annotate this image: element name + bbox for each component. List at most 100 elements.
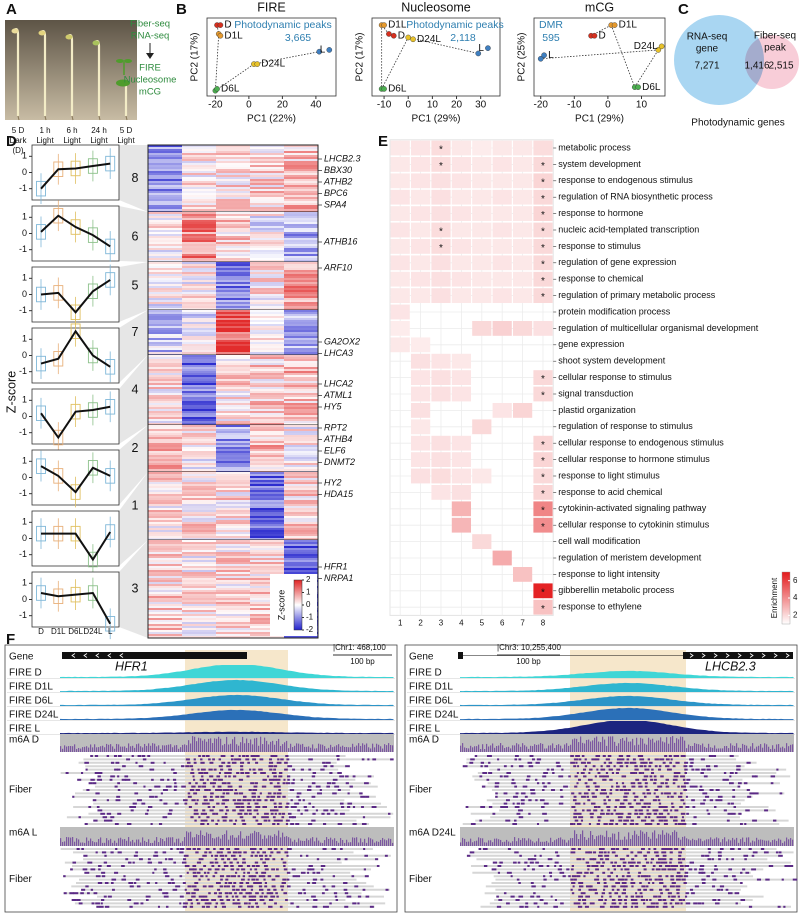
m6a-call: [700, 802, 705, 805]
trajectory: [634, 49, 659, 88]
m6a-call: [561, 768, 564, 771]
heatmap-row: [148, 482, 182, 484]
heatmap-row: [250, 463, 284, 465]
heatmap-row: [284, 212, 318, 214]
m6a-signal: [714, 838, 716, 846]
m6a-call: [627, 812, 632, 815]
m6a-signal: [98, 839, 100, 846]
heatmap-row: [216, 205, 250, 207]
m6a-call: [88, 782, 93, 785]
enrichment-cell: [451, 485, 471, 500]
heatmap-row: [284, 346, 318, 348]
m6a-call: [609, 819, 614, 822]
heatmap-row: [284, 294, 318, 296]
m6a-call: [726, 778, 729, 781]
m6a-call: [681, 848, 685, 850]
m6a-call: [684, 865, 690, 867]
m6a-call: [246, 806, 252, 808]
heatmap-row: [148, 618, 182, 620]
m6a-call: [107, 895, 112, 898]
m6a-call: [196, 799, 199, 802]
m6a-signal: [742, 837, 744, 846]
m6a-call: [189, 789, 195, 791]
heatmap-row: [182, 272, 216, 274]
m6a-signal: [118, 744, 120, 752]
m6a-call: [678, 851, 682, 854]
m6a-call: [639, 758, 645, 761]
m6a-call: [202, 854, 207, 857]
heatmap-row: [182, 145, 216, 147]
m6a-call: [83, 854, 88, 857]
m6a-call: [246, 885, 252, 888]
m6a-call: [627, 789, 631, 791]
m6a-signal: [614, 741, 616, 752]
heatmap-row: [216, 207, 250, 209]
heatmap-row: [216, 276, 250, 278]
m6a-call: [188, 782, 192, 785]
heatmap-row: [250, 302, 284, 304]
m6a-signal: [210, 833, 212, 846]
m6a-call: [740, 899, 746, 901]
heatmap-row: [250, 272, 284, 274]
heatmap-row: [182, 375, 216, 377]
m6a-call: [190, 772, 195, 774]
heatmap-row: [250, 359, 284, 361]
m6a-call: [622, 905, 628, 908]
m6a-call: [585, 785, 590, 788]
m6a-call: [186, 848, 192, 850]
heatmap-row: [284, 506, 318, 508]
heatmap-row: [216, 224, 250, 226]
heatmap-row: [148, 254, 182, 256]
m6a-call: [263, 895, 268, 898]
m6a-call: [230, 865, 234, 867]
m6a-signal: [138, 839, 140, 846]
m6a-call: [533, 892, 536, 895]
box: [70, 484, 81, 500]
m6a-call: [610, 812, 614, 815]
m6a-call: [531, 858, 537, 861]
y-axis-label: PC2 (25%): [517, 33, 528, 82]
m6a-call: [198, 858, 204, 861]
m6a-signal: [592, 834, 594, 846]
m6a-call: [637, 888, 642, 891]
m6a-signal: [250, 739, 252, 752]
m6a-signal: [134, 842, 136, 846]
heatmap-row: [148, 262, 182, 264]
m6a-call: [638, 871, 642, 874]
m6a-signal: [110, 838, 112, 846]
heatmap-row: [148, 183, 182, 185]
heatmap-row: [216, 496, 250, 498]
heatmap-row: [284, 528, 318, 530]
m6a-signal: [316, 748, 318, 752]
m6a-call: [536, 758, 542, 761]
significance-star: *: [439, 227, 443, 238]
m6a-signal: [174, 842, 176, 846]
m6a-call: [385, 888, 389, 891]
m6a-call: [209, 782, 215, 785]
m6a-call: [571, 848, 576, 850]
enrichment-cell: [492, 206, 512, 221]
trajectory: [214, 33, 220, 91]
heatmap-row: [284, 443, 318, 445]
m6a-signal: [544, 841, 546, 846]
heatmap-row: [148, 355, 182, 357]
heatmap-row: [182, 411, 216, 413]
heatmap-row: [250, 391, 284, 393]
m6a-call: [63, 892, 67, 895]
m6a-call: [635, 772, 638, 774]
colorbar-tick-label: 2: [306, 575, 311, 584]
enrichment-cell: [411, 255, 431, 271]
heatmap-row: [216, 220, 250, 222]
heatmap-row: [216, 145, 250, 147]
m6a-call: [154, 795, 158, 798]
m6a-signal: [572, 739, 574, 752]
m6a-call: [512, 823, 517, 825]
m6a-call: [714, 865, 717, 867]
m6a-call: [585, 861, 590, 864]
heatmap-row: [182, 566, 216, 568]
y-tick-label: -1: [19, 488, 27, 498]
enrichment-cell: [533, 452, 553, 467]
m6a-call: [705, 765, 711, 768]
m6a-call: [547, 782, 551, 785]
m6a-call: [247, 905, 251, 908]
